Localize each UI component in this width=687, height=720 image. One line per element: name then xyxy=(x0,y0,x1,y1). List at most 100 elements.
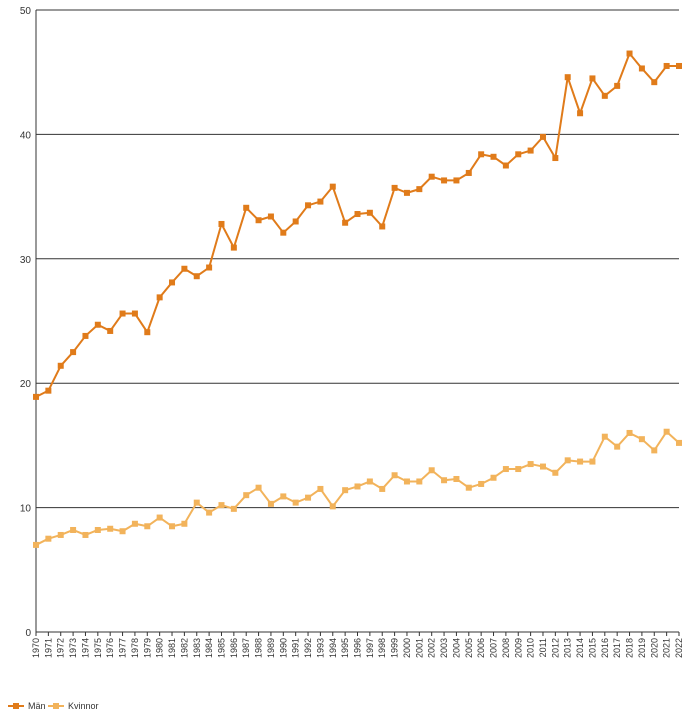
x-tick-label: 2018 xyxy=(625,638,635,658)
data-point xyxy=(601,92,608,99)
x-tick-label: 2012 xyxy=(550,638,560,658)
data-point xyxy=(663,62,670,69)
x-tick-label: 2013 xyxy=(563,638,573,658)
x-tick-label: 1991 xyxy=(291,638,301,658)
data-point xyxy=(342,219,349,226)
data-point xyxy=(651,79,658,86)
data-point xyxy=(342,487,349,494)
data-point xyxy=(94,321,101,328)
data-point xyxy=(379,485,386,492)
x-tick-label: 2021 xyxy=(662,638,672,658)
x-tick-label: 1984 xyxy=(204,638,214,658)
data-point xyxy=(267,213,274,220)
x-axis: 1970 1971 1972 1973 1974 1975 1976 1977 1978 1979… xyxy=(31,631,684,658)
data-point xyxy=(515,466,522,473)
x-tick-label: 1978 xyxy=(130,638,140,658)
data-point xyxy=(107,327,114,334)
data-point xyxy=(181,265,188,272)
data-point xyxy=(243,204,250,211)
legend-item[interactable]: Kvinnor xyxy=(48,701,99,711)
data-point xyxy=(156,514,163,521)
x-tick-label: 2009 xyxy=(513,638,523,658)
x-tick-label: 2014 xyxy=(575,638,585,658)
x-tick-label: 1974 xyxy=(80,638,90,658)
data-point xyxy=(391,184,398,191)
data-point xyxy=(317,485,324,492)
legend-item[interactable]: Män xyxy=(8,701,46,711)
data-point xyxy=(82,332,89,339)
data-point xyxy=(169,523,176,530)
x-tick-label: 2015 xyxy=(587,638,597,658)
data-point xyxy=(193,499,200,506)
data-point xyxy=(478,151,485,158)
series-man xyxy=(33,50,682,400)
data-point xyxy=(292,218,299,225)
x-tick-label: 1976 xyxy=(105,638,115,658)
y-tick-label: 50 xyxy=(20,6,32,17)
data-point xyxy=(119,310,126,317)
series-line xyxy=(35,52,679,398)
x-tick-label: 1982 xyxy=(179,638,189,658)
data-point xyxy=(614,443,621,450)
data-point xyxy=(280,493,287,500)
data-point xyxy=(490,474,497,481)
data-point xyxy=(441,177,448,184)
data-point xyxy=(428,467,435,474)
y-tick-label: 30 xyxy=(20,255,32,266)
data-point xyxy=(131,310,138,317)
data-point xyxy=(366,478,373,485)
data-point xyxy=(577,110,584,117)
x-tick-label: 1979 xyxy=(142,638,152,658)
data-point xyxy=(329,183,336,190)
data-point xyxy=(539,133,546,140)
data-point xyxy=(626,50,633,57)
data-point xyxy=(638,65,645,72)
x-tick-label: 2008 xyxy=(501,638,511,658)
legend-swatch-marker xyxy=(13,703,19,709)
data-point xyxy=(354,483,361,490)
x-tick-label: 1990 xyxy=(278,638,288,658)
data-point xyxy=(230,244,237,251)
x-tick-label: 1970 xyxy=(31,638,41,658)
data-point xyxy=(552,469,559,476)
data-point xyxy=(255,217,262,224)
data-point xyxy=(33,393,39,400)
x-tick-label: 1985 xyxy=(216,638,226,658)
x-tick-label: 1977 xyxy=(118,638,128,658)
data-point xyxy=(614,82,621,89)
data-point xyxy=(564,74,571,81)
data-point xyxy=(502,162,509,169)
data-point xyxy=(169,279,176,286)
data-point xyxy=(280,229,287,236)
legend[interactable]: Män Kvinnor xyxy=(8,701,99,711)
data-point xyxy=(651,447,658,454)
data-point xyxy=(317,198,324,205)
x-tick-label: 2000 xyxy=(402,638,412,658)
data-point xyxy=(267,500,274,507)
data-point xyxy=(57,362,64,369)
x-tick-label: 2004 xyxy=(451,638,461,658)
x-tick-label: 2022 xyxy=(674,638,684,658)
data-point xyxy=(428,173,435,180)
data-point xyxy=(391,472,398,479)
data-point xyxy=(663,428,670,435)
data-point xyxy=(589,458,596,465)
series-kvinnor xyxy=(33,428,682,548)
x-tick-label: 1992 xyxy=(303,638,313,658)
data-point xyxy=(70,349,77,356)
data-point xyxy=(577,458,584,465)
x-tick-label: 1994 xyxy=(328,638,338,658)
y-tick-label: 40 xyxy=(20,130,32,141)
data-point xyxy=(218,220,225,227)
x-tick-label: 1986 xyxy=(229,638,239,658)
data-point xyxy=(403,189,410,196)
data-point xyxy=(119,528,126,535)
y-axis: 0 10 20 30 40 50 xyxy=(20,6,37,639)
data-point xyxy=(515,151,522,158)
data-point xyxy=(45,535,52,542)
data-point xyxy=(366,209,373,216)
data-point xyxy=(601,433,608,440)
x-tick-label: 2001 xyxy=(414,638,424,658)
x-tick-label: 2002 xyxy=(427,638,437,658)
x-tick-label: 2019 xyxy=(637,638,647,658)
